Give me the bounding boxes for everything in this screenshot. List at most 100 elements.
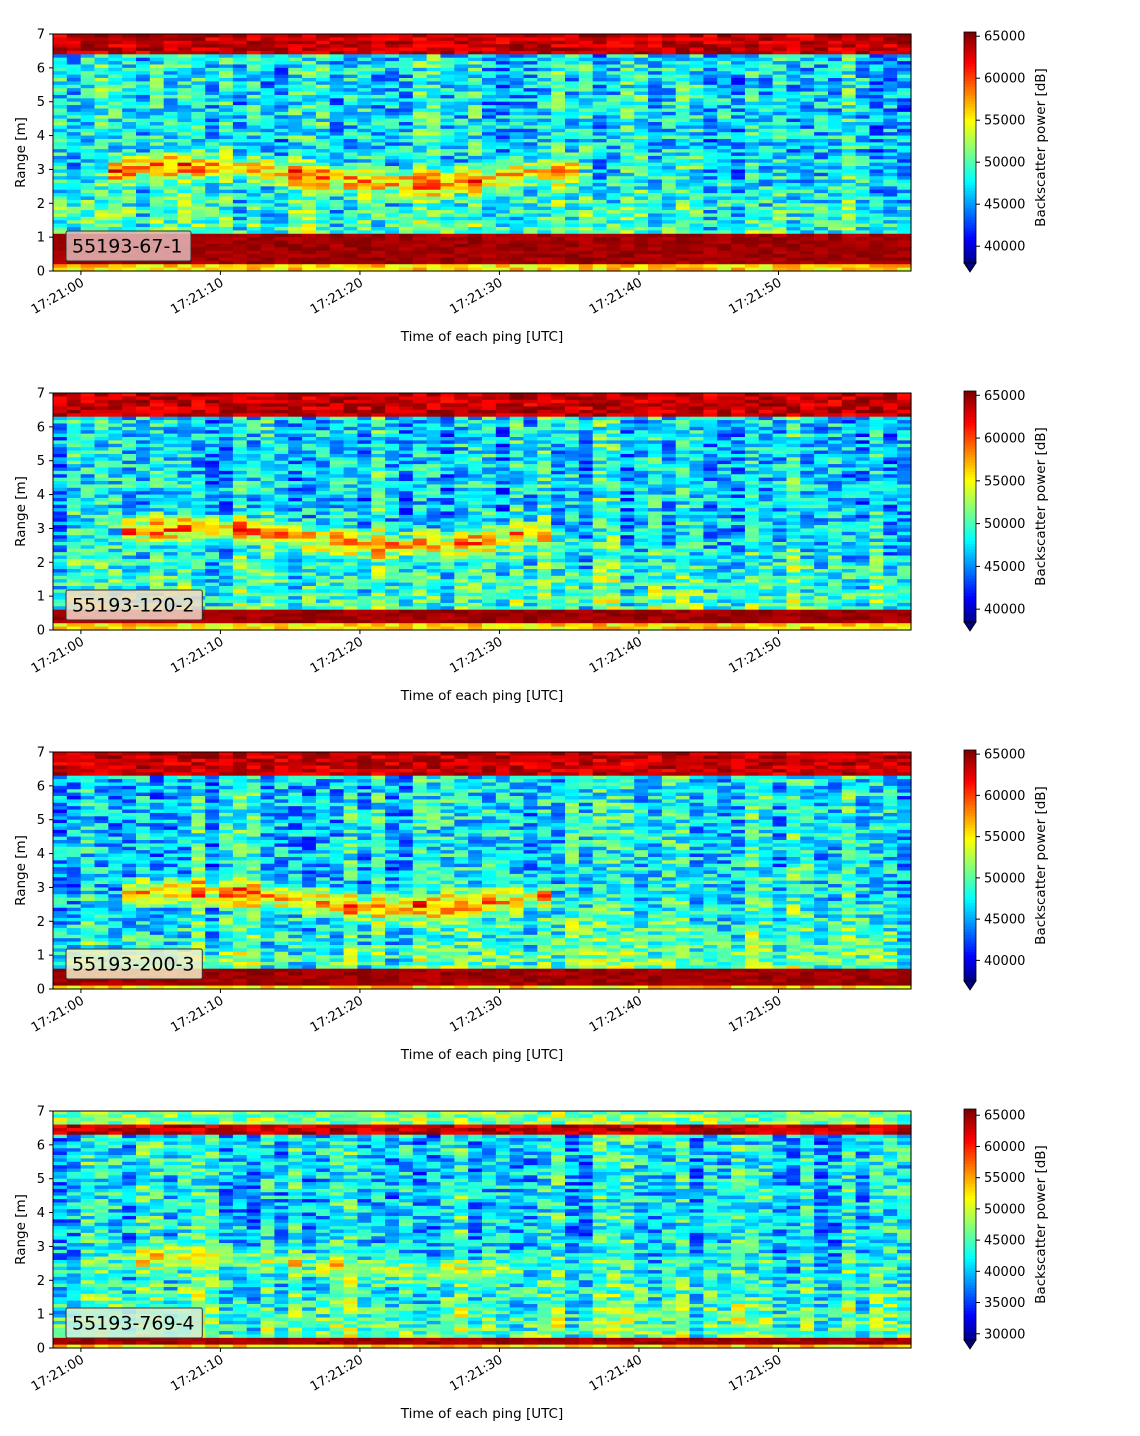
heatmap-cell [398, 179, 414, 184]
heatmap-cell [191, 230, 206, 235]
heatmap-cell [371, 50, 386, 55]
heatmap-cell [177, 189, 192, 194]
heatmap-cell [343, 57, 359, 62]
heatmap-cell [302, 47, 317, 52]
heatmap-cell [357, 78, 372, 82]
heatmap-cell [288, 101, 303, 106]
heatmap-cell [80, 81, 96, 86]
heatmap-cell [122, 91, 137, 96]
heatmap-cell [149, 220, 165, 225]
heatmap-cell [426, 220, 442, 225]
heatmap-cell [288, 203, 303, 208]
heatmap-cell [343, 81, 359, 86]
heatmap-cell [136, 132, 151, 137]
heatmap-cell [94, 115, 109, 120]
heatmap-cell [205, 223, 220, 228]
heatmap-cell [260, 230, 276, 235]
heatmap-cell [385, 54, 400, 59]
heatmap-cell [94, 108, 109, 113]
heatmap-cell [163, 135, 179, 140]
heatmap-cell [426, 189, 442, 194]
heatmap-cell [94, 94, 109, 99]
heatmap-cell [274, 84, 289, 89]
heatmap-cell [177, 54, 192, 59]
heatmap-cell [53, 44, 68, 49]
y-tick-label: 4 [37, 129, 45, 144]
heatmap-cell [80, 135, 96, 140]
heatmap-cell [302, 142, 317, 147]
heatmap-cell [357, 223, 372, 228]
heatmap-cell [246, 125, 262, 130]
heatmap-cell [454, 84, 469, 89]
heatmap-cell [177, 40, 192, 45]
heatmap-cell [315, 166, 331, 171]
heatmap-cell [205, 138, 220, 143]
heatmap-cell [274, 98, 289, 103]
heatmap-cell [136, 34, 151, 38]
heatmap-cell [149, 142, 165, 147]
heatmap-cell [205, 34, 220, 38]
heatmap-cell [329, 84, 345, 89]
heatmap-cell [260, 94, 276, 99]
heatmap-cell [412, 254, 428, 259]
heatmap-cell [53, 84, 68, 89]
heatmap-cell [371, 199, 386, 204]
heatmap-cell [315, 193, 331, 198]
heatmap-cell [371, 67, 386, 72]
heatmap-cell [454, 81, 469, 86]
heatmap-cell [260, 84, 276, 89]
heatmap-cell [412, 50, 428, 55]
heatmap-cell [288, 145, 303, 150]
heatmap-cell [274, 40, 289, 45]
heatmap-cell [191, 199, 206, 204]
heatmap-cell [163, 50, 179, 55]
heatmap-cell [398, 210, 414, 215]
heatmap-cell [329, 61, 345, 66]
heatmap-cell [232, 71, 248, 76]
heatmap-cell [315, 162, 331, 167]
heatmap-cell [136, 57, 151, 62]
heatmap-cell [108, 267, 123, 272]
heatmap-cell [371, 179, 386, 184]
heatmap-cell [66, 132, 82, 137]
heatmap-cell [136, 145, 151, 150]
heatmap-cell [371, 94, 386, 99]
heatmap-cell [288, 206, 303, 211]
heatmap-cell [302, 247, 317, 252]
heatmap-cell [232, 57, 248, 62]
heatmap-cell [122, 81, 137, 86]
heatmap-cell [343, 40, 359, 45]
heatmap-cell [412, 78, 428, 82]
heatmap-cell [149, 54, 165, 59]
heatmap-cell [274, 64, 289, 69]
heatmap-cell [94, 57, 109, 62]
heatmap-cell [454, 61, 469, 66]
heatmap-cell [288, 233, 303, 238]
heatmap-cell [260, 135, 276, 140]
heatmap-cell [371, 145, 386, 150]
heatmap-cell [80, 98, 96, 103]
heatmap-cell [371, 37, 386, 42]
heatmap-cell [315, 34, 331, 38]
heatmap-cell [329, 166, 345, 171]
heatmap-cell [357, 47, 372, 52]
heatmap-cell [149, 50, 165, 55]
heatmap-cell [232, 91, 248, 96]
heatmap-cell [177, 78, 192, 82]
heatmap-cell [260, 172, 276, 177]
heatmap-cell [357, 216, 372, 221]
heatmap-cell [80, 84, 96, 89]
heatmap-cell [440, 210, 455, 215]
heatmap-cell [177, 162, 192, 167]
heatmap-cell [343, 213, 359, 218]
heatmap-cell [357, 40, 372, 45]
heatmap-cell [315, 135, 331, 140]
heatmap-cell [315, 91, 331, 96]
heatmap-cell [274, 230, 289, 235]
heatmap-cell [398, 54, 414, 59]
heatmap-cell [246, 145, 262, 150]
heatmap-cell [94, 34, 109, 38]
heatmap-cell [260, 210, 276, 215]
heatmap-cell [440, 189, 455, 194]
heatmap-cell [412, 233, 428, 238]
